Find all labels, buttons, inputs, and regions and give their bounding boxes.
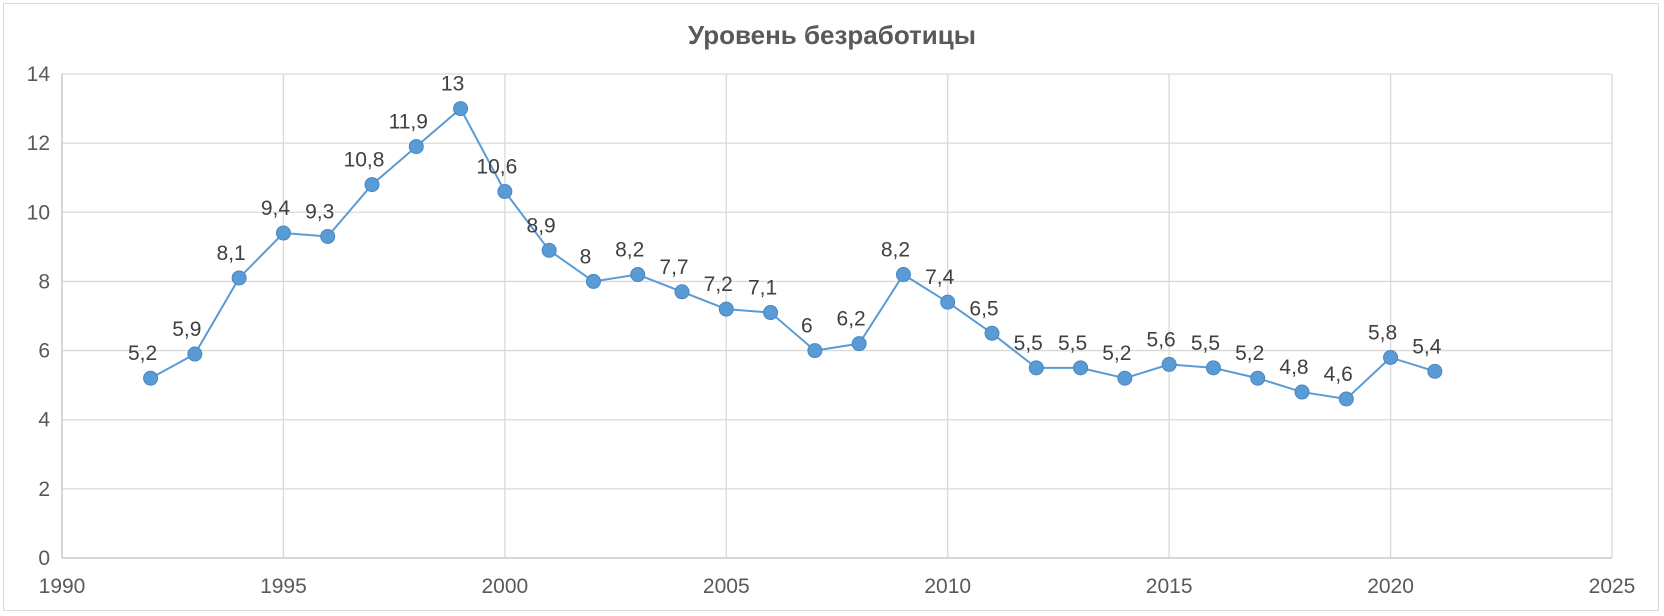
data-point [984, 325, 1000, 341]
y-tick-label: 12 [27, 132, 50, 155]
series-line [150, 107, 1436, 401]
data-point [1250, 370, 1266, 386]
x-tick-label: 1995 [260, 575, 307, 598]
data-points [143, 101, 1443, 407]
data-point [497, 184, 513, 200]
y-tick-label: 10 [27, 201, 50, 224]
x-tick-label: 2015 [1146, 575, 1193, 598]
data-point [807, 343, 823, 359]
data-point [1294, 384, 1310, 400]
data-point [231, 270, 247, 286]
data-point [275, 225, 291, 241]
x-tick-label: 2005 [703, 575, 750, 598]
data-label: 6,5 [969, 297, 998, 320]
data-point [541, 242, 557, 258]
y-tick-label: 0 [38, 547, 50, 570]
data-label: 7,2 [704, 273, 733, 296]
data-point [364, 177, 380, 193]
data-point [763, 305, 779, 321]
y-tick-label: 14 [27, 63, 51, 86]
data-label: 5,8 [1368, 321, 1397, 344]
x-tick-label: 2025 [1589, 575, 1636, 598]
data-label: 8,2 [615, 239, 644, 262]
data-label: 13 [441, 73, 464, 96]
data-point [143, 370, 159, 386]
data-point [940, 294, 956, 310]
data-label: 5,5 [1058, 332, 1087, 355]
chart-area [3, 3, 1659, 611]
grid [61, 73, 1613, 559]
data-label: 8 [580, 245, 592, 268]
x-tick-label: 1990 [39, 575, 86, 598]
y-tick-label: 4 [38, 409, 50, 432]
data-label: 5,6 [1147, 328, 1176, 351]
data-point [1161, 356, 1177, 372]
data-point [320, 228, 336, 244]
x-axis-ticks: 1990 1995 2000 2005 2010 2015 2020 2025 [39, 575, 1636, 598]
data-label: 11,9 [389, 111, 428, 134]
data-point [585, 273, 601, 289]
data-label: 9,4 [261, 197, 291, 220]
data-label: 8,2 [881, 239, 910, 262]
data-label: 5,5 [1014, 332, 1043, 355]
data-label: 9,3 [305, 200, 334, 223]
data-point [453, 101, 469, 117]
data-point [408, 139, 424, 155]
data-label: 6,2 [837, 308, 866, 331]
y-tick-label: 2 [38, 478, 50, 501]
data-label: 7,4 [925, 266, 955, 289]
data-labels: 5,2 5,9 8,1 9,4 9,3 10,811,9 13 10,6 8,9 8 8,2 7,7 7… [128, 73, 1442, 386]
data-label: 5,2 [1102, 342, 1131, 365]
data-point [1073, 360, 1089, 376]
data-label: 5,5 [1191, 332, 1220, 355]
data-label: 4,8 [1279, 356, 1308, 379]
data-point [630, 267, 646, 283]
data-label: 7,1 [748, 277, 777, 300]
data-point [187, 346, 203, 362]
data-label: 8,9 [527, 214, 556, 237]
x-tick-label: 2020 [1367, 575, 1414, 598]
data-label: 5,4 [1412, 335, 1442, 358]
data-label: 10,6 [476, 156, 517, 179]
data-label: 5,9 [172, 318, 201, 341]
x-tick-label: 2010 [924, 575, 971, 598]
data-label: 5,2 [128, 342, 157, 365]
data-label: 7,7 [659, 256, 688, 279]
data-label: 8,1 [217, 242, 246, 265]
y-tick-label: 6 [38, 340, 50, 363]
data-point [851, 336, 867, 352]
data-point [674, 284, 690, 300]
data-point [1205, 360, 1221, 376]
data-point [1427, 363, 1443, 379]
y-tick-label: 8 [38, 270, 50, 293]
data-point [718, 301, 734, 317]
chart-title: Уровень безработицы [688, 20, 976, 50]
data-point [1383, 349, 1399, 365]
data-label: 10,8 [344, 149, 385, 172]
data-point [1338, 391, 1354, 407]
data-point [1117, 370, 1133, 386]
data-point [1028, 360, 1044, 376]
data-label: 4,6 [1324, 363, 1353, 386]
data-label: 5,2 [1235, 342, 1264, 365]
y-axis-ticks: 0 2 4 6 8 10 12 14 [27, 63, 51, 570]
data-label: 6 [801, 315, 813, 338]
x-tick-label: 2000 [481, 575, 528, 598]
data-point [895, 267, 911, 283]
